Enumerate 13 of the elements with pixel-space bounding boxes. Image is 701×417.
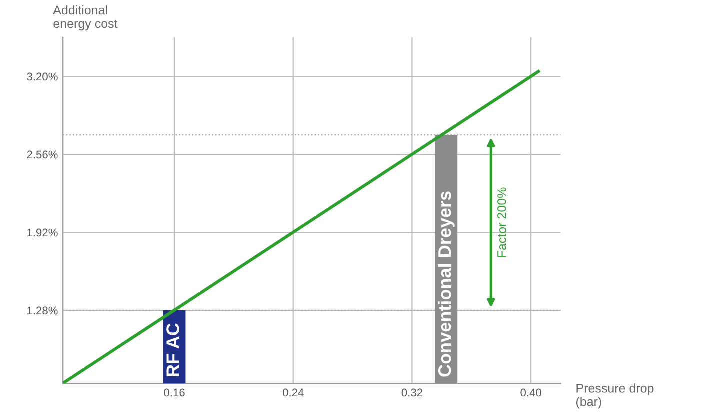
y-tick-label: 2.56% — [27, 150, 58, 159]
series-label: RF AC — [166, 324, 180, 376]
x-tick-label: 0.32 — [402, 388, 422, 397]
annotation: Factor 200% — [498, 188, 506, 258]
x-tick-label: 0.24 — [282, 388, 304, 397]
x-tick-label: 0.40 — [520, 388, 542, 397]
y-axis-title: Additional energy cost — [53, 5, 118, 31]
y-tick-label: 1.92% — [28, 228, 58, 237]
y-tick-label: 3.20% — [27, 72, 58, 81]
series-label: Conventional Dreyers — [438, 192, 455, 377]
y-tick-label: 1.28% — [28, 306, 58, 315]
x-axis-title: Pressure drop (bar) — [576, 384, 654, 409]
x-tick-label: 0.16 — [164, 388, 185, 397]
